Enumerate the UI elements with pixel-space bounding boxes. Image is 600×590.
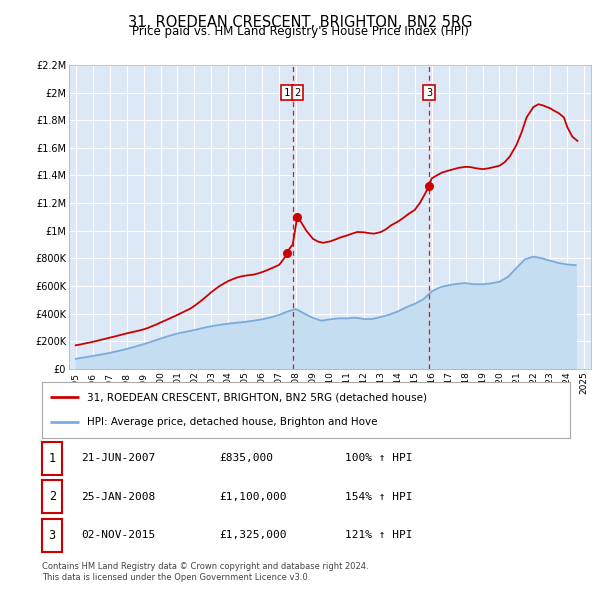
Text: 100% ↑ HPI: 100% ↑ HPI xyxy=(345,454,413,463)
Text: 2: 2 xyxy=(294,87,301,97)
Text: 121% ↑ HPI: 121% ↑ HPI xyxy=(345,530,413,540)
Text: 31, ROEDEAN CRESCENT, BRIGHTON, BN2 5RG (detached house): 31, ROEDEAN CRESCENT, BRIGHTON, BN2 5RG … xyxy=(87,392,427,402)
Text: £1,100,000: £1,100,000 xyxy=(219,492,287,502)
Text: 21-JUN-2007: 21-JUN-2007 xyxy=(81,454,155,463)
Text: Price paid vs. HM Land Registry's House Price Index (HPI): Price paid vs. HM Land Registry's House … xyxy=(131,25,469,38)
Text: 1: 1 xyxy=(284,87,290,97)
Text: 31, ROEDEAN CRESCENT, BRIGHTON, BN2 5RG: 31, ROEDEAN CRESCENT, BRIGHTON, BN2 5RG xyxy=(128,15,472,30)
Text: 1: 1 xyxy=(49,452,56,465)
Text: 3: 3 xyxy=(49,529,56,542)
Text: £835,000: £835,000 xyxy=(219,454,273,463)
Text: Contains HM Land Registry data © Crown copyright and database right 2024.: Contains HM Land Registry data © Crown c… xyxy=(42,562,368,571)
Text: 3: 3 xyxy=(426,87,432,97)
Text: £1,325,000: £1,325,000 xyxy=(219,530,287,540)
Text: This data is licensed under the Open Government Licence v3.0.: This data is licensed under the Open Gov… xyxy=(42,573,310,582)
Text: 2: 2 xyxy=(49,490,56,503)
Text: 02-NOV-2015: 02-NOV-2015 xyxy=(81,530,155,540)
Text: HPI: Average price, detached house, Brighton and Hove: HPI: Average price, detached house, Brig… xyxy=(87,417,377,427)
Text: 154% ↑ HPI: 154% ↑ HPI xyxy=(345,492,413,502)
Text: 25-JAN-2008: 25-JAN-2008 xyxy=(81,492,155,502)
